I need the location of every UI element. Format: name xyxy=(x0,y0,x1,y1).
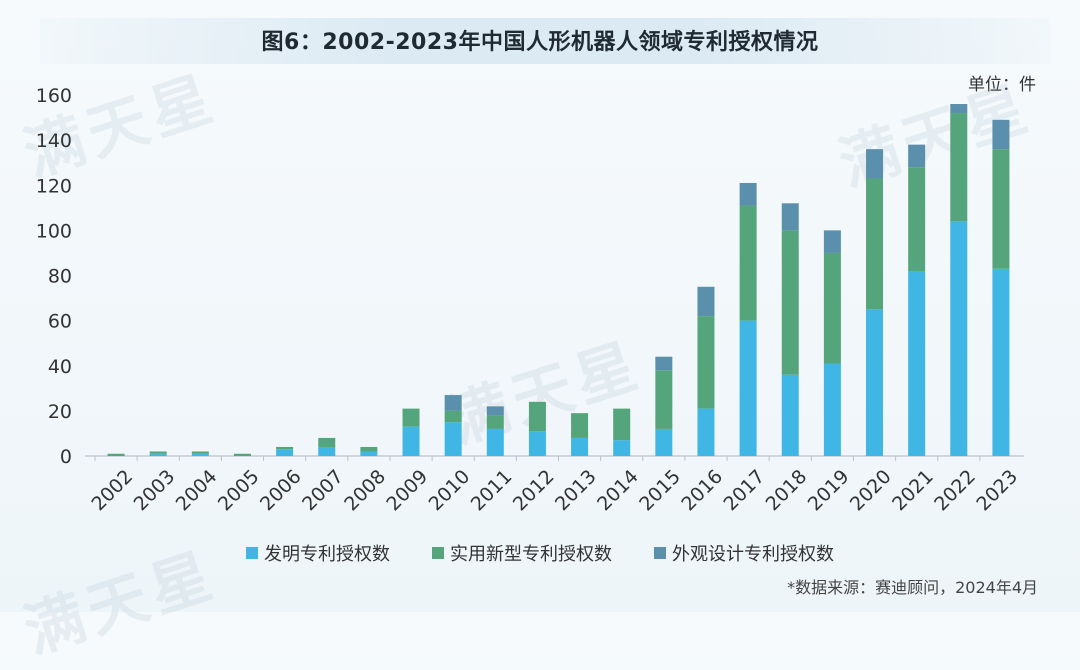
chart-title: 图6：2002-2023年中国人形机器人领域专利授权情况 xyxy=(261,30,819,55)
bar-segment-utility xyxy=(191,451,209,454)
legend: 发明专利授权数 实用新型专利授权数 外观设计专利授权数 xyxy=(0,540,1080,566)
legend-item-design: 外观设计专利授权数 xyxy=(654,540,834,566)
bar-segment-invention xyxy=(402,426,420,456)
bar-segment-invention xyxy=(992,268,1010,456)
bar-segment-utility xyxy=(823,252,841,364)
bar-segment-utility xyxy=(528,401,546,432)
bar-segment-invention xyxy=(823,363,841,456)
bar-segment-utility xyxy=(360,446,378,452)
bar-segment-invention xyxy=(866,309,884,456)
bar-segment-invention xyxy=(781,374,799,456)
legend-label-invention: 发明专利授权数 xyxy=(264,544,390,565)
y-tick-label: 80 xyxy=(48,266,72,288)
bar-segment-utility xyxy=(486,415,504,429)
bar-segment-utility xyxy=(655,370,673,429)
bar-segment-design xyxy=(655,356,673,371)
y-tick-label: 40 xyxy=(48,356,72,378)
x-tick-label: 2006 xyxy=(256,466,306,516)
x-tick-label: 2007 xyxy=(298,466,348,516)
y-tick-label: 100 xyxy=(36,220,72,242)
bar-segment-utility xyxy=(866,178,884,310)
x-tick-label: 2009 xyxy=(382,466,432,516)
bar-segment-utility xyxy=(992,149,1010,269)
bar-segment-utility xyxy=(908,167,926,271)
bar-segment-invention xyxy=(318,446,336,456)
bar-segment-invention xyxy=(655,428,673,456)
bar-segment-design xyxy=(992,119,1010,150)
x-tick-label: 2008 xyxy=(340,466,390,516)
legend-swatch-utility xyxy=(432,547,444,559)
x-tick-label: 2012 xyxy=(509,466,559,516)
bar-segment-design xyxy=(739,182,757,206)
x-tick-label: 2021 xyxy=(888,466,938,516)
x-tick-label: 2016 xyxy=(677,466,727,516)
data-source: *数据来源：赛迪顾问，2024年4月 xyxy=(787,578,1038,597)
bar-segment-utility xyxy=(318,437,336,447)
stacked-bar-chart: 0204060801001201401602002200320042005200… xyxy=(36,85,1024,516)
y-tick-label: 60 xyxy=(48,311,72,333)
x-tick-label: 2014 xyxy=(593,466,643,516)
x-tick-label: 2004 xyxy=(172,466,222,516)
bar-segment-invention xyxy=(950,221,968,456)
bar-segment-invention xyxy=(444,422,462,456)
bar-segment-design xyxy=(444,395,462,411)
x-tick-label: 2017 xyxy=(720,466,770,516)
bar-segment-invention xyxy=(908,270,926,456)
x-tick-label: 2022 xyxy=(930,466,980,516)
legend-label-design: 外观设计专利授权数 xyxy=(672,544,834,565)
x-tick-label: 2003 xyxy=(130,466,180,516)
bar-segment-utility xyxy=(613,408,631,441)
legend-swatch-design xyxy=(654,547,666,559)
bar-segment-utility xyxy=(233,453,251,456)
bar-segment-design xyxy=(950,104,968,114)
bar-segment-invention xyxy=(697,408,715,456)
bar-segment-invention xyxy=(149,453,167,456)
bar-segment-design xyxy=(486,406,504,416)
bar-segment-utility xyxy=(149,451,167,454)
bar-segment-invention xyxy=(613,440,631,456)
x-tick-label: 2023 xyxy=(972,466,1022,516)
x-tick-label: 2015 xyxy=(635,466,685,516)
bar-segment-invention xyxy=(276,449,294,456)
y-tick-label: 20 xyxy=(48,401,72,423)
bar-segment-invention xyxy=(571,437,589,456)
bar-segment-design xyxy=(908,144,926,168)
x-tick-label: 2002 xyxy=(87,466,137,516)
bar-segment-invention xyxy=(528,431,546,456)
bar-segment-design xyxy=(781,203,799,231)
unit-label: 单位：件 xyxy=(968,75,1036,95)
bar-segment-utility xyxy=(781,230,799,375)
bar-segment-utility xyxy=(739,205,757,321)
bar-segment-utility xyxy=(276,446,294,450)
bar-segment-utility xyxy=(107,453,125,456)
legend-item-invention: 发明专利授权数 xyxy=(246,540,390,566)
bar-segment-invention xyxy=(486,428,504,456)
x-tick-label: 2005 xyxy=(214,466,264,516)
bar-segment-utility xyxy=(571,413,589,438)
y-tick-label: 120 xyxy=(36,175,72,197)
x-tick-label: 2019 xyxy=(804,466,854,516)
bar-segment-invention xyxy=(360,451,378,456)
legend-label-utility: 实用新型专利授权数 xyxy=(450,544,612,565)
y-tick-label: 160 xyxy=(36,85,72,107)
title-band xyxy=(40,18,1050,64)
x-tick-label: 2010 xyxy=(425,466,475,516)
bar-segment-utility xyxy=(950,113,968,222)
bar-segment-invention xyxy=(739,320,757,456)
y-tick-label: 140 xyxy=(36,130,72,152)
bar-segment-utility xyxy=(402,408,420,427)
bar-segment-design xyxy=(823,230,841,253)
x-tick-label: 2013 xyxy=(551,466,601,516)
bar-segment-design xyxy=(866,149,884,179)
bar-segment-invention xyxy=(191,453,209,456)
bar-segment-utility xyxy=(697,316,715,409)
x-tick-label: 2018 xyxy=(762,466,812,516)
x-tick-label: 2011 xyxy=(467,466,517,516)
bar-segment-utility xyxy=(444,410,462,423)
legend-swatch-invention xyxy=(246,547,258,559)
legend-item-utility: 实用新型专利授权数 xyxy=(432,540,612,566)
y-tick-label: 0 xyxy=(60,446,72,468)
x-tick-label: 2020 xyxy=(846,466,896,516)
bar-segment-design xyxy=(697,286,715,317)
